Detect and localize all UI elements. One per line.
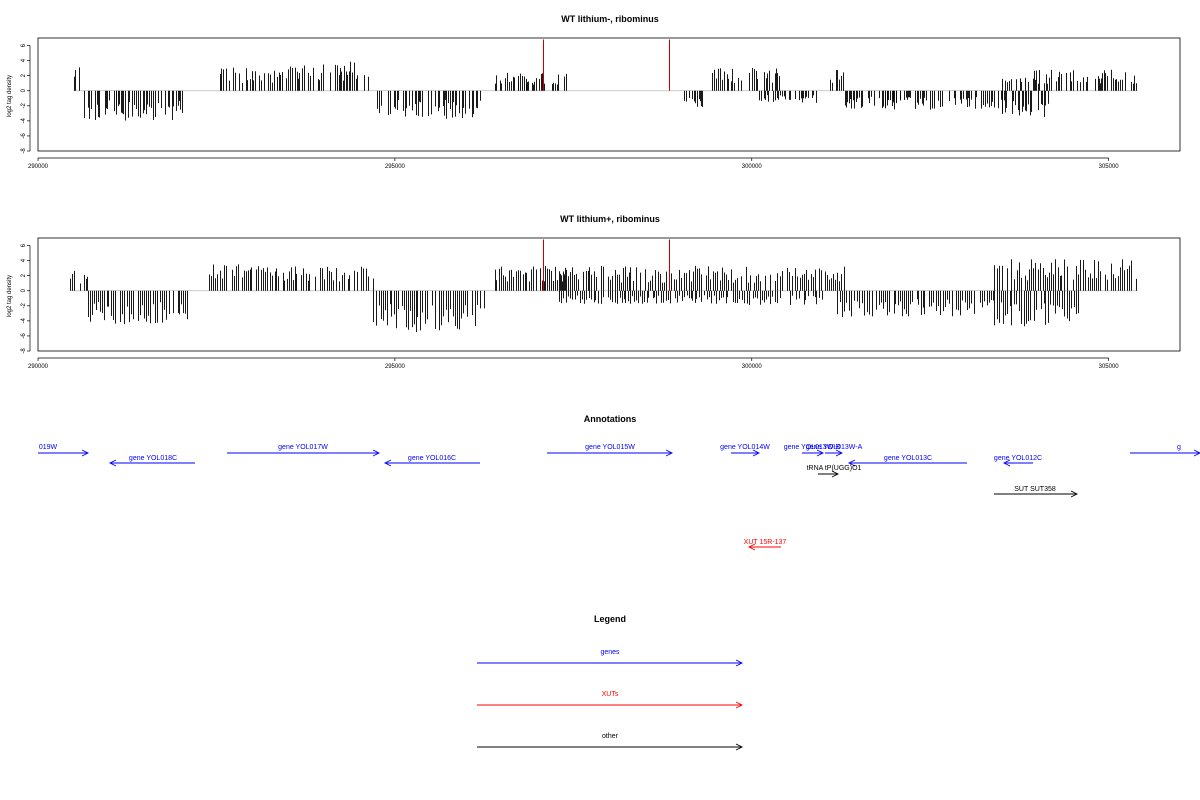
arrow-head bbox=[831, 470, 840, 478]
track-panel-lithium-plus: WT lithium+, ribominus log2 tag density … bbox=[7, 214, 1181, 370]
legend-label: other bbox=[602, 733, 619, 740]
annotation-feature: gene YOL017W bbox=[227, 444, 381, 457]
y-tick-label: -8 bbox=[21, 348, 27, 354]
y-tick-label: 4 bbox=[21, 58, 27, 62]
y-axis-label: log2 tag density bbox=[7, 275, 13, 317]
x-axis: 290000 295000 300000 305000 bbox=[28, 357, 1120, 370]
y-axis: -8 -6 -4 -2 0 2 4 6 bbox=[21, 43, 31, 154]
arrow-head bbox=[835, 449, 844, 457]
arrow-head bbox=[1070, 490, 1079, 498]
x-tick-label: 305000 bbox=[1099, 164, 1120, 170]
legend-entries: genes XUTs other bbox=[477, 649, 744, 751]
feature-label: SUT SUT358 bbox=[1014, 486, 1056, 493]
annotation-feature: XUT 15R-137 bbox=[744, 539, 787, 551]
feature-label: gene YOL013W-B bbox=[784, 444, 841, 451]
arrow-head bbox=[816, 449, 825, 457]
y-tick-label: -4 bbox=[21, 118, 27, 124]
x-tick-label: 300000 bbox=[742, 164, 763, 170]
annotations-panel: Annotations 019W gene YOL018C gene YOL017W… bbox=[38, 414, 1200, 551]
legend-label: XUTs bbox=[602, 691, 619, 698]
y-tick-label: 6 bbox=[21, 43, 27, 47]
feature-label: gene YOL012C bbox=[994, 455, 1042, 462]
annotation-feature: 019W bbox=[38, 444, 90, 457]
annotation-feature: gene YOL013W-B bbox=[784, 444, 841, 457]
track-title: WT lithium+, ribominus bbox=[560, 214, 660, 224]
feature-label: gene YOL013W-A bbox=[806, 444, 863, 451]
arrow-head bbox=[735, 659, 744, 667]
annotation-feature: gene YOL012C bbox=[994, 455, 1042, 467]
y-axis-label: log2 tag density bbox=[7, 75, 13, 117]
y-tick-label: -2 bbox=[21, 302, 27, 308]
x-tick-label: 290000 bbox=[28, 164, 49, 170]
annotation-features: 019W gene YOL018C gene YOL017W gene YOL016C… bbox=[38, 444, 1200, 551]
feature-label: gene YOL017W bbox=[278, 444, 328, 451]
arrow-head bbox=[383, 459, 392, 467]
feature-label: gene YOL016C bbox=[408, 455, 456, 462]
y-tick-label: 0 bbox=[21, 88, 27, 92]
legend-label: genes bbox=[600, 649, 620, 656]
feature-label: gene YOL014W bbox=[720, 444, 770, 451]
y-tick-label: 6 bbox=[21, 243, 27, 247]
arrow-head bbox=[1002, 459, 1011, 467]
annotation-feature: gene YOL014W bbox=[720, 444, 770, 457]
arrow-head bbox=[665, 449, 674, 457]
annotations-title: Annotations bbox=[584, 414, 637, 424]
x-tick-label: 300000 bbox=[742, 364, 763, 370]
annotation-feature: tRNA tP(UGG)O1 bbox=[807, 465, 862, 478]
y-tick-label: 0 bbox=[21, 288, 27, 292]
y-tick-label: -2 bbox=[21, 102, 27, 108]
annotation-feature: gene YOL016C bbox=[383, 455, 480, 467]
legend-title: Legend bbox=[594, 614, 626, 624]
legend-entry: XUTs bbox=[477, 691, 744, 709]
legend: Legend genes XUTs other bbox=[477, 614, 744, 751]
x-tick-label: 295000 bbox=[385, 364, 406, 370]
y-tick-label: 4 bbox=[21, 258, 27, 262]
annotation-feature: g bbox=[1130, 444, 1200, 457]
y-tick-label: 2 bbox=[21, 273, 27, 277]
annotation-feature: gene YOL013C bbox=[847, 455, 967, 467]
plot-frame bbox=[37, 37, 1181, 152]
x-tick-label: 295000 bbox=[385, 164, 406, 170]
y-axis: -8 -6 -4 -2 0 2 4 6 bbox=[21, 243, 31, 354]
feature-label: XUT 15R-137 bbox=[744, 539, 787, 546]
arrow-head bbox=[735, 701, 744, 709]
annotation-feature: gene YOL015W bbox=[547, 444, 674, 457]
feature-label: g bbox=[1177, 444, 1181, 451]
y-tick-label: -6 bbox=[21, 133, 27, 139]
feature-label: gene YOL015W bbox=[585, 444, 635, 451]
bar-layer bbox=[73, 39, 1138, 121]
feature-label: gene YOL018C bbox=[129, 455, 177, 462]
x-tick-label: 290000 bbox=[28, 364, 49, 370]
arrow-head bbox=[81, 449, 90, 457]
bar-layer bbox=[70, 239, 1138, 333]
feature-label: tRNA tP(UGG)O1 bbox=[807, 465, 862, 472]
feature-label: gene YOL013C bbox=[884, 455, 932, 462]
arrow-head bbox=[747, 543, 756, 551]
y-tick-label: -8 bbox=[21, 148, 27, 154]
legend-entry: genes bbox=[477, 649, 744, 667]
arrow-head bbox=[752, 449, 761, 457]
arrow-head bbox=[735, 743, 744, 751]
arrow-head bbox=[372, 449, 381, 457]
track-title: WT lithium-, ribominus bbox=[561, 14, 659, 24]
y-tick-label: -6 bbox=[21, 333, 27, 339]
x-axis: 290000 295000 300000 305000 bbox=[28, 157, 1120, 170]
plot-frame bbox=[37, 237, 1181, 352]
annotation-feature: SUT SUT358 bbox=[994, 486, 1079, 498]
y-tick-label: 2 bbox=[21, 73, 27, 77]
arrow-head bbox=[847, 459, 856, 467]
annotation-feature: gene YOL018C bbox=[108, 455, 195, 467]
x-tick-label: 305000 bbox=[1099, 364, 1120, 370]
legend-entry: other bbox=[477, 733, 744, 751]
arrow-head bbox=[1193, 449, 1200, 457]
y-tick-label: -4 bbox=[21, 318, 27, 324]
arrow-head bbox=[108, 459, 117, 467]
annotation-feature: gene YOL013W-A bbox=[806, 444, 863, 457]
feature-label: 019W bbox=[39, 444, 58, 451]
track-panel-lithium-minus: WT lithium-, ribominus log2 tag density … bbox=[7, 14, 1181, 170]
